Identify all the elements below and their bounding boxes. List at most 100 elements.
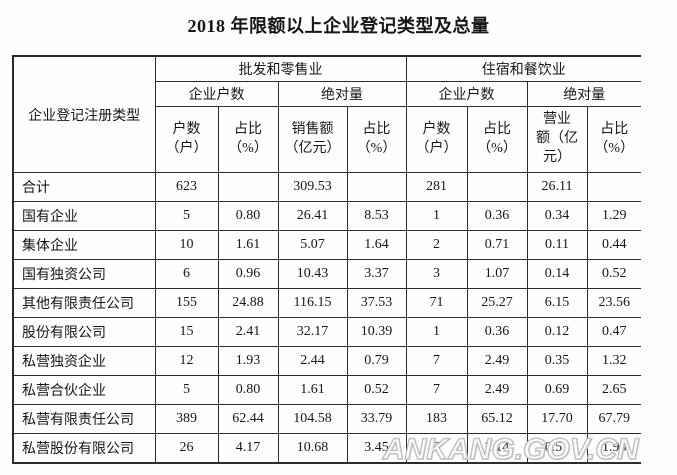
row-label: 合计 <box>12 172 156 202</box>
cell: 24.88 <box>217 288 279 318</box>
row-label: 其他有限责任公司 <box>12 288 156 318</box>
cell: 25.27 <box>466 288 528 318</box>
cell: 37.53 <box>346 288 407 318</box>
cell: 5 <box>154 201 219 231</box>
column-header-wr-households-share: 占比 （%） <box>217 106 279 173</box>
cell: 0.51 <box>526 433 588 463</box>
cell: 623 <box>154 172 219 202</box>
table-row: 私营合伙企业 5 0.80 1.61 0.52 7 2.49 0.69 2.65 <box>12 375 641 405</box>
cell: 0.79 <box>346 346 407 376</box>
cell: 116.15 <box>277 288 348 318</box>
cell: 1.93 <box>217 346 279 376</box>
cell: 104.58 <box>277 404 348 434</box>
cell <box>217 172 279 202</box>
row-label: 私营独资企业 <box>12 346 156 376</box>
cell: 4.17 <box>217 433 279 463</box>
cell: 2.14 <box>466 433 528 463</box>
cell: 3 <box>405 259 468 289</box>
cell: 10.39 <box>346 317 407 347</box>
table-row: 其他有限责任公司 155 24.88 116.15 37.53 71 25.27… <box>12 288 641 318</box>
row-label: 国有企业 <box>12 201 156 231</box>
cell: 309.53 <box>277 172 348 202</box>
cell: 71 <box>405 288 468 318</box>
cell: 0.14 <box>526 259 588 289</box>
cell: 0.80 <box>217 375 279 405</box>
cell: 1 <box>405 201 468 231</box>
cell: 5 <box>154 375 219 405</box>
cell <box>466 172 528 202</box>
cell: 7 <box>405 346 468 376</box>
cell: 0.12 <box>526 317 588 347</box>
cell: 8.53 <box>346 201 407 231</box>
cell: 23.56 <box>586 288 641 318</box>
cell: 65.12 <box>466 404 528 434</box>
row-label: 股份有限公司 <box>12 317 156 347</box>
table-row: 国有企业 5 0.80 26.41 8.53 1 0.36 0.34 1.29 <box>12 201 641 231</box>
table-row: 私营独资企业 12 1.93 2.44 0.79 7 2.49 0.35 1.3… <box>12 346 641 376</box>
page-title: 2018 年限额以上企业登记类型及总量 <box>187 16 490 36</box>
cell: 1.61 <box>277 375 348 405</box>
cell <box>346 172 407 202</box>
cell: 67.79 <box>586 404 641 434</box>
column-header-ac-households-share: 占比 （%） <box>466 106 528 173</box>
subgroup-header-ac-count: 企业户数 <box>405 81 528 107</box>
cell: 0.47 <box>586 317 641 347</box>
cell: 26.41 <box>277 201 348 231</box>
column-header-wr-sales: 销售额 （亿元） <box>277 106 348 173</box>
subgroup-header-wr-absolute: 绝对量 <box>277 81 407 107</box>
group-header-accommodation-catering: 住宿和餐饮业 <box>405 55 641 82</box>
row-label: 私营有限责任公司 <box>12 404 156 434</box>
cell: 0.80 <box>217 201 279 231</box>
cell: 1.61 <box>217 230 279 260</box>
row-label: 私营股份有限公司 <box>12 433 156 463</box>
cell: 33.79 <box>346 404 407 434</box>
column-header-wr-households: 户数 （户） <box>154 106 219 173</box>
table-row: 合计 623 309.53 281 26.11 <box>12 172 641 202</box>
cell: 10.68 <box>277 433 348 463</box>
cell: 389 <box>154 404 219 434</box>
cell: 1.95 <box>586 433 641 463</box>
cell: 15 <box>154 317 219 347</box>
table-row: 股份有限公司 15 2.41 32.17 10.39 1 0.36 0.12 0… <box>12 317 641 347</box>
cell: 155 <box>154 288 219 318</box>
cell: 1 <box>405 317 468 347</box>
cell: 26.11 <box>526 172 588 202</box>
row-label: 国有独资公司 <box>12 259 156 289</box>
subgroup-header-ac-absolute: 绝对量 <box>526 81 641 107</box>
cell: 1.32 <box>586 346 641 376</box>
cell: 0.36 <box>466 201 528 231</box>
cell: 0.36 <box>466 317 528 347</box>
column-header-wr-sales-share: 占比 （%） <box>346 106 407 173</box>
cell: 2.49 <box>466 375 528 405</box>
row-header-title: 企业登记注册类型 <box>12 55 156 173</box>
column-header-ac-turnover: 营业 额（亿 元） <box>526 106 588 173</box>
column-header-ac-turnover-share: 占比 （%） <box>586 106 641 173</box>
cell: 281 <box>405 172 468 202</box>
cell: 0.52 <box>586 259 641 289</box>
cell: 1.07 <box>466 259 528 289</box>
cell: 0.35 <box>526 346 588 376</box>
cell: 0.11 <box>526 230 588 260</box>
cell: 7 <box>405 375 468 405</box>
cell: 6 <box>154 259 219 289</box>
cell: 10.43 <box>277 259 348 289</box>
cell: 32.17 <box>277 317 348 347</box>
cell: 2.65 <box>586 375 641 405</box>
table-row: 国有独资公司 6 0.96 10.43 3.37 3 1.07 0.14 0.5… <box>12 259 641 289</box>
enterprise-registration-table: 企业登记注册类型 批发和零售业 住宿和餐饮业 企业户数 绝对量 企业户数 绝对量… <box>12 55 641 464</box>
cell: 5.07 <box>277 230 348 260</box>
cell: 62.44 <box>217 404 279 434</box>
cell: 6 <box>405 433 468 463</box>
cell: 0.69 <box>526 375 588 405</box>
cell: 6.15 <box>526 288 588 318</box>
column-header-ac-households: 户数 （户） <box>405 106 468 173</box>
group-header-wholesale-retail: 批发和零售业 <box>154 55 407 82</box>
cell: 0.96 <box>217 259 279 289</box>
cell: 1.29 <box>586 201 641 231</box>
cell: 12 <box>154 346 219 376</box>
cell: 2 <box>405 230 468 260</box>
row-label: 私营合伙企业 <box>12 375 156 405</box>
cell: 17.70 <box>526 404 588 434</box>
cell: 0.52 <box>346 375 407 405</box>
